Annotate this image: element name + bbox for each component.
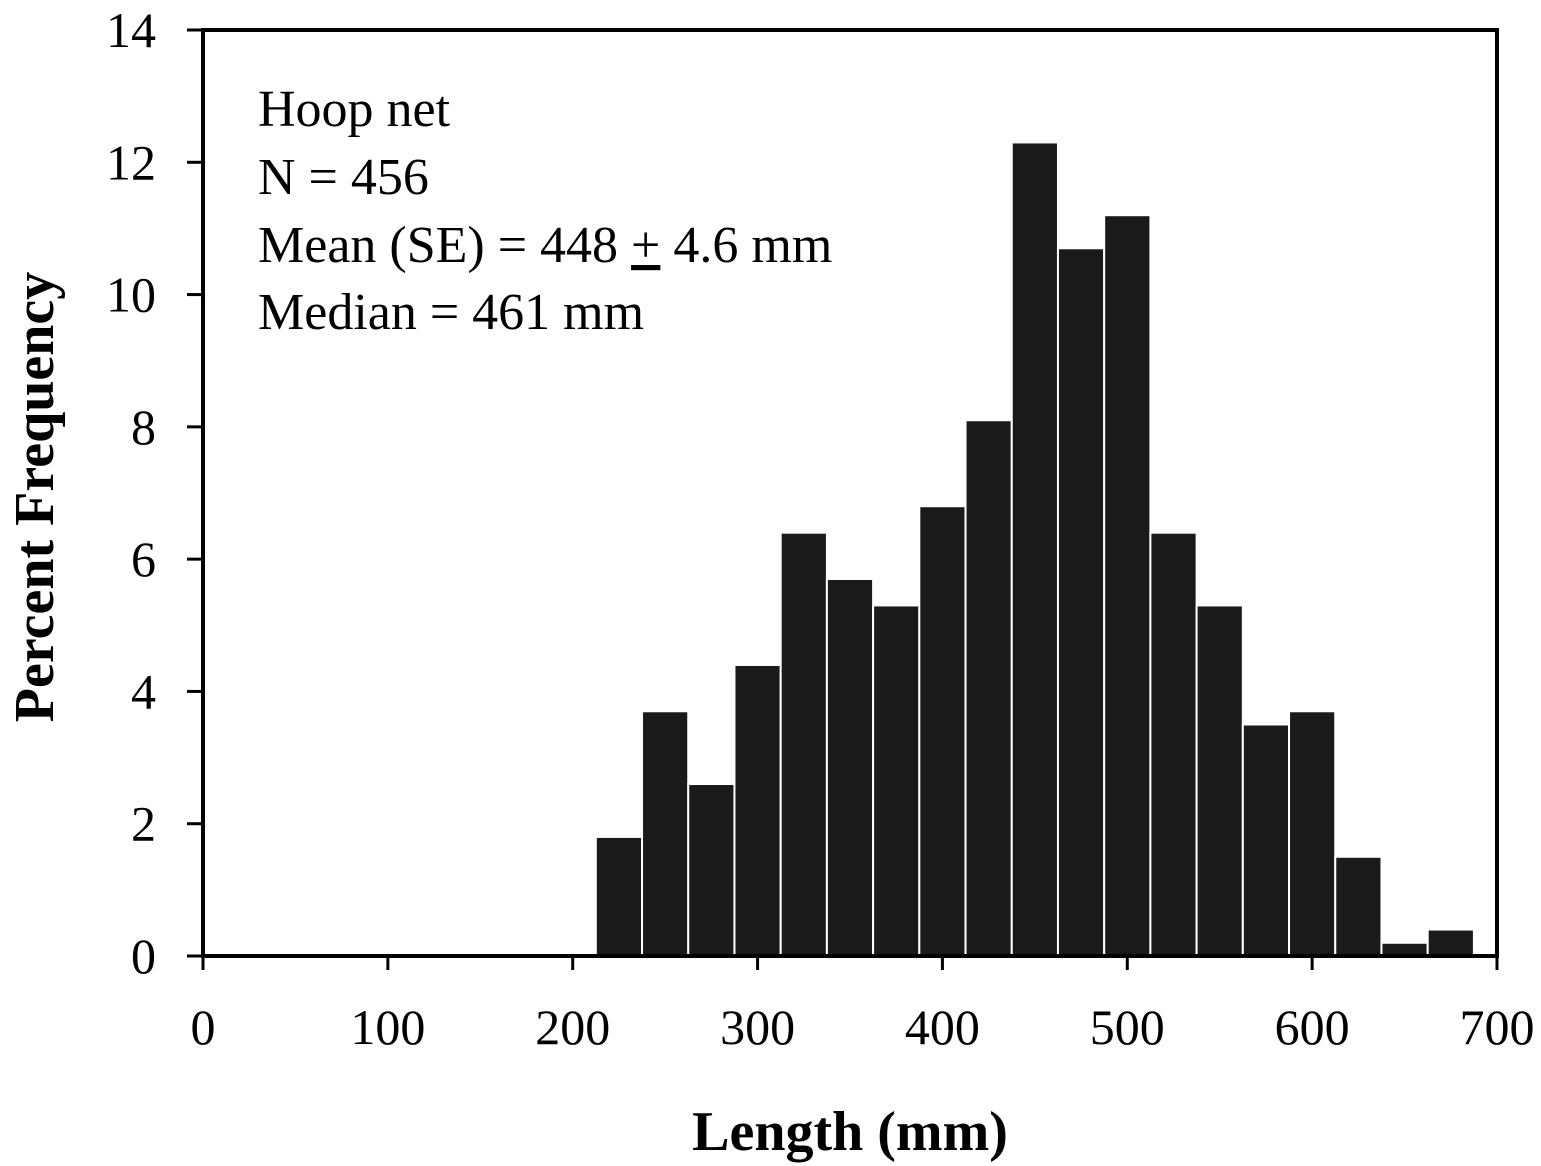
y-axis-title: Percent Frequency (4, 272, 66, 722)
x-tick-label: 400 (905, 999, 980, 1055)
histogram-bar (733, 663, 782, 957)
annotation-mean-suffix: 4.6 mm (660, 217, 832, 274)
x-tick-label: 600 (1275, 999, 1350, 1055)
x-tick-label: 500 (1090, 999, 1165, 1055)
x-tick-label: 300 (720, 999, 795, 1055)
histogram-bar (1010, 141, 1059, 957)
annotation-mean: Mean (SE) = 448 + 4.6 mm (258, 217, 832, 274)
x-axis: 0 100 200 300 400 500 600 700 (191, 956, 1535, 1055)
histogram-bar (1334, 855, 1383, 957)
histogram-bar (1426, 928, 1475, 957)
y-axis: 0 2 4 6 8 10 12 14 (106, 2, 203, 984)
histogram-bar (872, 604, 921, 957)
histogram-bar (594, 835, 644, 958)
y-tick-label: 12 (106, 134, 156, 190)
histogram-bar (964, 419, 1013, 957)
histogram-bar (1103, 214, 1152, 957)
histogram-bar (1288, 710, 1337, 957)
x-tick-label: 100 (350, 999, 425, 1055)
x-tick-label: 0 (191, 999, 216, 1055)
histogram-bar (1056, 247, 1106, 957)
y-tick-label: 6 (131, 531, 156, 587)
y-tick-label: 10 (106, 267, 156, 323)
annotation-sample-size: N = 456 (258, 149, 429, 206)
histogram-bar (687, 783, 736, 957)
plot-frame (201, 28, 1499, 958)
y-tick-label: 14 (106, 2, 156, 58)
bars-layer (594, 141, 1475, 958)
histogram-bar (918, 505, 967, 957)
annotation-method: Hoop net (258, 81, 451, 138)
histogram-bar (779, 531, 828, 958)
annotation-plus-minus: + (631, 217, 660, 274)
annotation-median: Median = 461 mm (258, 284, 644, 341)
annotation-block: Hoop net N = 456 Mean (SE) = 448 + 4.6 m… (258, 81, 832, 341)
y-tick-label: 0 (131, 928, 156, 984)
y-tick-label: 8 (131, 399, 156, 455)
histogram-bar (1241, 723, 1291, 957)
histogram-bar (825, 577, 875, 957)
x-tick-label: 200 (535, 999, 610, 1055)
y-tick-label: 2 (131, 796, 156, 852)
histogram-bar (1195, 604, 1244, 957)
x-axis-title: Length (mm) (692, 1101, 1008, 1163)
x-tick-label: 700 (1460, 999, 1535, 1055)
y-tick-label: 4 (131, 663, 156, 719)
annotation-mean-prefix: Mean (SE) = 448 (258, 217, 631, 274)
histogram-bar (1149, 531, 1198, 958)
histogram-bar (641, 710, 690, 957)
